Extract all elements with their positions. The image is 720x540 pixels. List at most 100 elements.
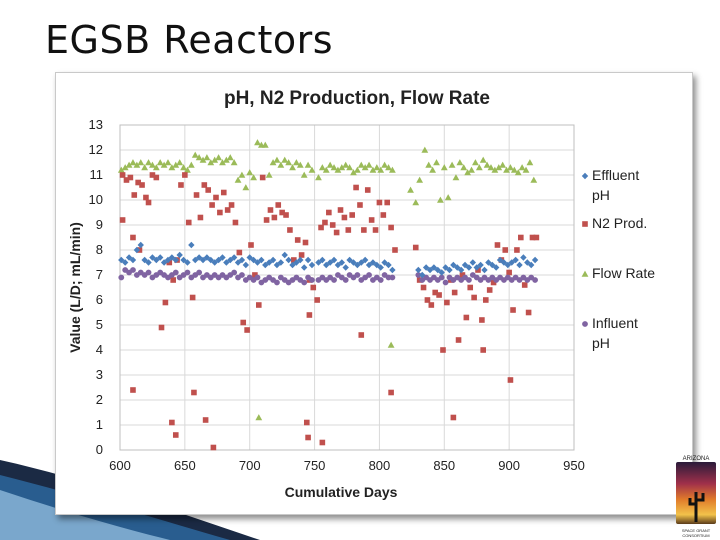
influent-ph-point [145, 269, 152, 276]
n2-prod-point [455, 337, 462, 343]
n2-prod-point [153, 174, 160, 181]
flow-rate-point [199, 156, 207, 163]
flow-rate-point [265, 171, 273, 178]
scatter-chart: pH, N2 Production, Flow Rate012345678910… [67, 88, 655, 500]
n2-prod-point [306, 312, 313, 318]
n2-prod-point [444, 299, 450, 306]
flow-rate-point [318, 164, 326, 171]
effluent-ph-point [489, 261, 496, 269]
n2-prod-point [201, 182, 208, 188]
flow-rate-point [281, 156, 289, 163]
flow-rate-point [300, 171, 308, 178]
flow-rate-point [293, 159, 300, 166]
n2-prod-point [263, 217, 270, 223]
plot-area-border [119, 124, 575, 451]
effluent-ph-point [172, 256, 179, 264]
n2-prod-point [275, 202, 282, 208]
effluent-ph-point [125, 254, 133, 261]
flow-rate-point [133, 161, 141, 168]
flow-rate-point [322, 166, 330, 173]
flow-rate-point [499, 161, 507, 168]
x-tick-label: 600 [109, 458, 131, 473]
influent-ph-point [442, 279, 449, 286]
arizona-space-grant-logo: ARIZONA SPACE GRANT CONSORTIUM [676, 456, 716, 538]
flow-rate-point [330, 164, 338, 171]
effluent-ph-point [338, 259, 346, 266]
effluent-ph-point [133, 246, 141, 254]
n2-prod-point [450, 414, 457, 421]
x-tick-label: 850 [433, 458, 455, 473]
x-tick-label: 650 [174, 458, 196, 473]
n2-prod-point [310, 284, 317, 291]
n2-prod-point [490, 279, 497, 286]
effluent-ph-point [389, 266, 396, 274]
effluent-ph-point [354, 261, 361, 269]
flow-rate-point [219, 159, 226, 166]
effluent-ph-point [180, 256, 187, 264]
n2-prod-point [130, 387, 136, 393]
effluent-ph-point [230, 254, 238, 261]
n2-prod-point [217, 209, 223, 216]
effluent-ph-point [516, 261, 523, 269]
n2-prod-point [451, 289, 458, 296]
legend-marker-effluent-ph [581, 172, 589, 180]
influent-ph-point [309, 277, 315, 283]
n2-prod-point [172, 432, 179, 438]
n2-prod-point [479, 317, 485, 323]
effluent-ph-point [504, 261, 512, 269]
flow-rate-point [510, 166, 518, 173]
effluent-ph-point [168, 254, 176, 261]
flow-rate-point [456, 159, 464, 166]
y-tick-label: 2 [96, 392, 103, 407]
legend-label: Effluent [592, 167, 639, 183]
effluent-ph-point [277, 259, 285, 266]
flow-rate-point [129, 159, 137, 166]
effluent-ph-point [234, 259, 242, 266]
n2-prod-point [166, 259, 173, 266]
n2-prod-point [123, 177, 130, 183]
flow-rate-point [242, 184, 250, 191]
flow-rate-point [429, 166, 437, 173]
n2-prod-point [182, 172, 188, 178]
n2-prod-point [392, 247, 398, 253]
effluent-ph-point [524, 259, 531, 266]
effluent-ph-point [422, 264, 430, 271]
n2-prod-point [345, 227, 352, 233]
flow-rate-point [334, 166, 342, 173]
effluent-ph-point [145, 259, 152, 266]
n2-prod-point [149, 172, 156, 178]
flow-rate-point [436, 196, 444, 203]
flow-rate-point [389, 166, 396, 173]
flow-rate-point [207, 159, 215, 166]
flow-rate-point [187, 161, 195, 168]
n2-prod-point [145, 199, 152, 206]
flow-rate-point [361, 164, 369, 171]
n2-prod-point [143, 194, 149, 201]
effluent-ph-point [211, 259, 218, 266]
n2-prod-point [189, 294, 196, 301]
flow-rate-point [315, 174, 322, 181]
flow-rate-point [350, 169, 357, 176]
flow-rate-point [238, 171, 246, 178]
effluent-ph-point [454, 264, 461, 271]
flow-rate-point [234, 176, 242, 183]
flow-rate-point [479, 156, 487, 163]
effluent-ph-point [269, 256, 277, 264]
effluent-ph-point [184, 259, 191, 266]
n2-prod-point [467, 284, 474, 291]
effluent-ph-point [442, 264, 449, 271]
n2-prod-point [525, 309, 532, 316]
effluent-ph-point [281, 251, 288, 259]
flow-rate-point [464, 169, 472, 176]
n2-prod-point [169, 419, 175, 426]
n2-prod-point [463, 314, 470, 321]
flow-rate-point [518, 164, 526, 171]
n2-prod-point [507, 377, 514, 383]
effluent-ph-point [242, 261, 250, 269]
flow-rate-point [255, 414, 263, 421]
y-tick-label: 1 [96, 417, 103, 432]
y-tick-label: 7 [96, 267, 103, 282]
n2-prod-point [318, 224, 324, 231]
influent-ph-point [184, 269, 191, 276]
n2-prod-point [294, 237, 301, 243]
